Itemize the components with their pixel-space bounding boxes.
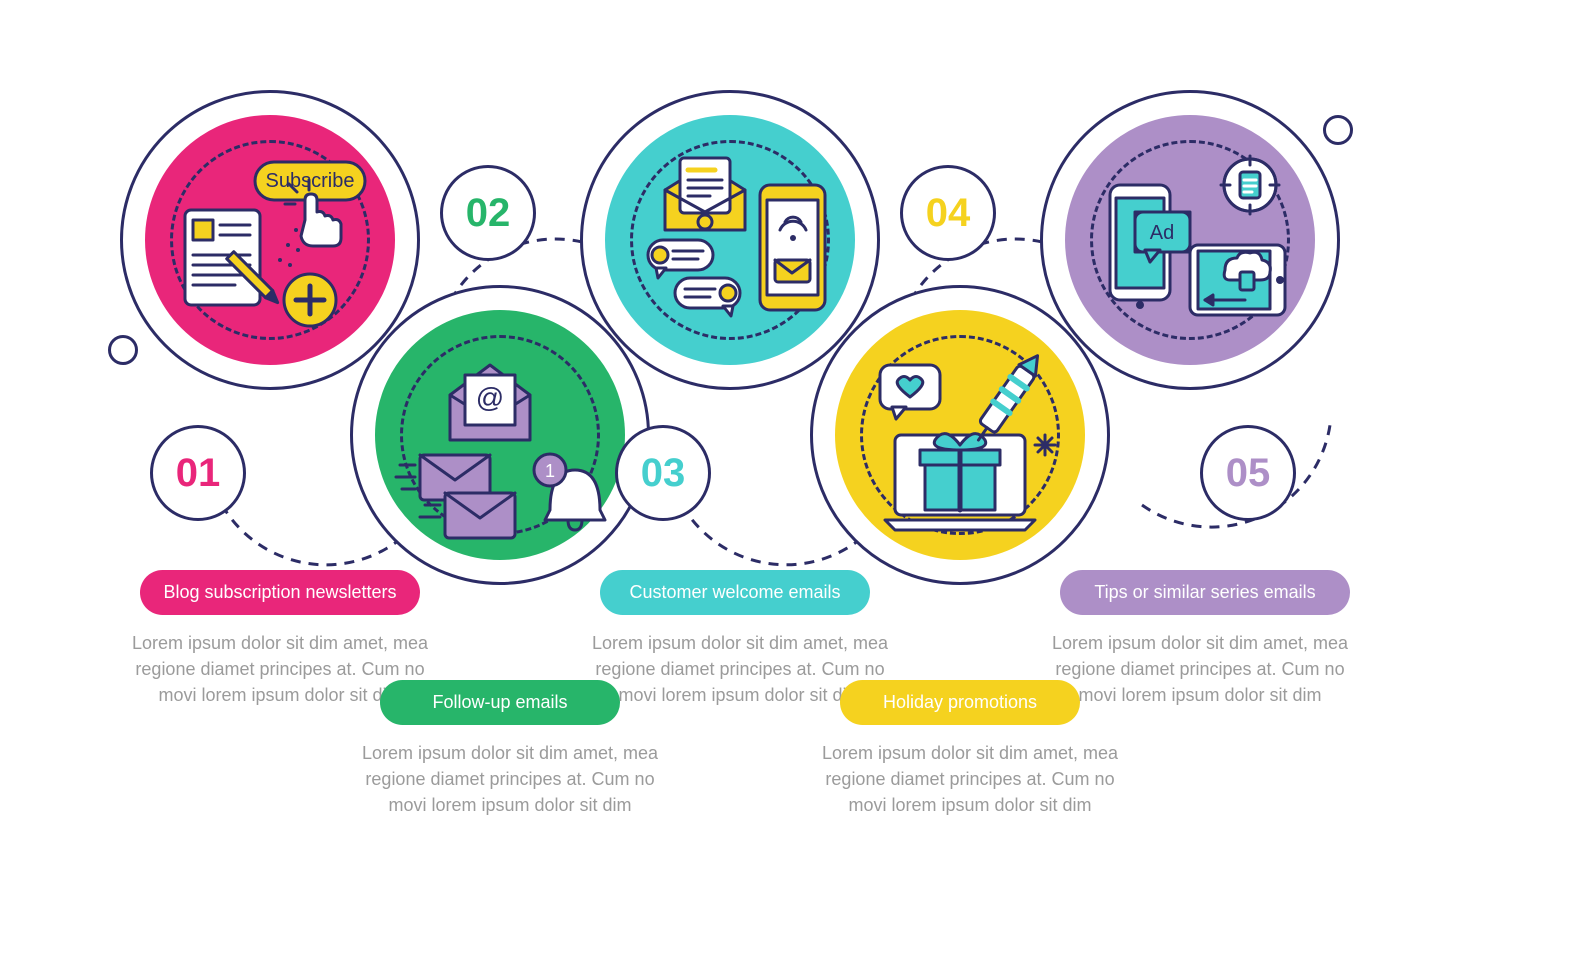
step-2-title: Follow-up emails [432,692,567,712]
step-5-title-pill: Tips or similar series emails [1060,570,1350,615]
holiday-icon [840,315,1080,555]
step-4-body: Lorem ipsum dolor sit dim amet, mea regi… [820,740,1120,818]
step-3-number: 03 [641,451,686,496]
step-2-number: 02 [466,191,511,236]
ad-icon: Ad [1070,120,1310,360]
step-2-number-circle: 02 [440,165,536,261]
step-5-number-circle: 05 [1200,425,1296,521]
step-1-title-pill: Blog subscription newsletters [140,570,420,615]
step-5-number: 05 [1226,451,1271,496]
step-3-title-pill: Customer welcome emails [600,570,870,615]
svg-text:@: @ [476,382,504,413]
email-icon: @ 1 [380,315,620,555]
step-2-title-pill: Follow-up emails [380,680,620,725]
step-4-number-circle: 04 [900,165,996,261]
svg-text:Ad: Ad [1150,222,1174,244]
step-5-body: Lorem ipsum dolor sit dim amet, mea regi… [1050,630,1350,708]
step-1-number: 01 [176,451,221,496]
subscribe-icon: Subscribe [150,120,390,360]
step-5-title: Tips or similar series emails [1094,582,1315,602]
step-3-title: Customer welcome emails [629,582,840,602]
svg-text:1: 1 [545,461,555,481]
step-3-number-circle: 03 [615,425,711,521]
welcome-email-icon [610,120,850,360]
step-1-title: Blog subscription newsletters [163,582,396,602]
step-4-title-pill: Holiday promotions [840,680,1080,725]
step-5-knob [1323,115,1353,145]
step-4-title: Holiday promotions [883,692,1037,712]
step-1-number-circle: 01 [150,425,246,521]
infographic-stage: Subscribe [0,0,1575,980]
step-4-number: 04 [926,191,971,236]
step-1-knob [108,335,138,365]
step-2-body: Lorem ipsum dolor sit dim amet, mea regi… [360,740,660,818]
